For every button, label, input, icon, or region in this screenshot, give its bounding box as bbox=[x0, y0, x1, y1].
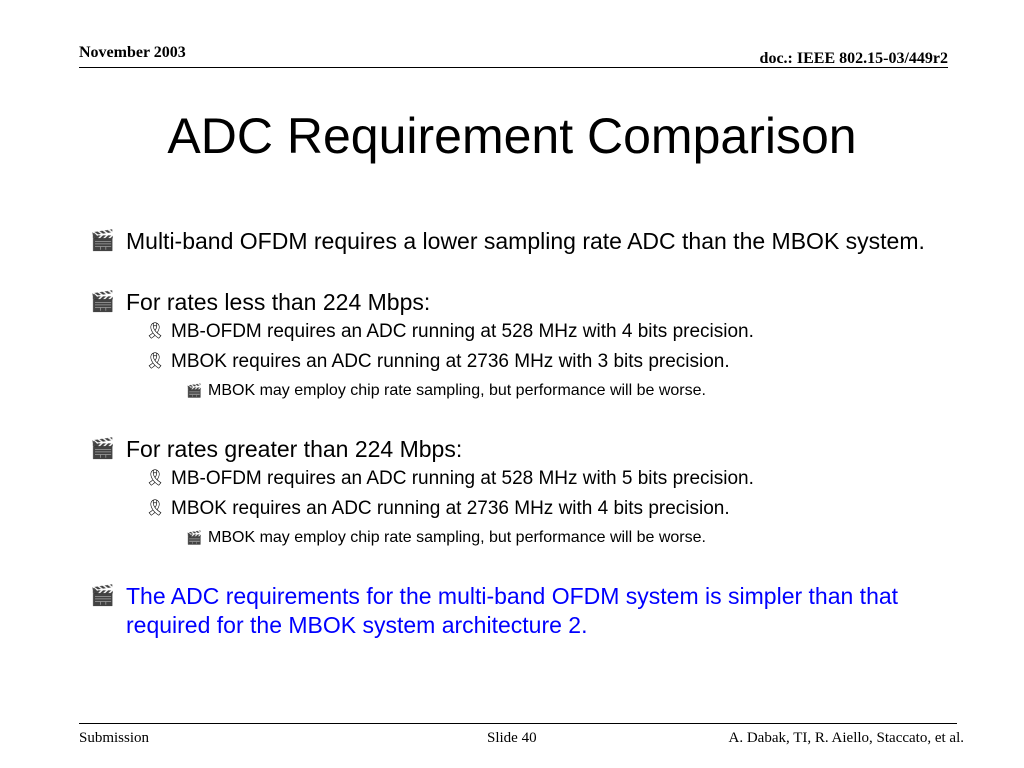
footer-divider bbox=[79, 723, 957, 724]
bullet-item: 🎬 Multi-band OFDM requires a lower sampl… bbox=[90, 227, 950, 256]
footer-slide-number: Slide 40 bbox=[487, 730, 537, 746]
subsub-bullet-text: MBOK may employ chip rate sampling, but … bbox=[208, 529, 706, 546]
bullet-text: For rates greater than 224 Mbps: bbox=[126, 436, 463, 462]
clapperboard-icon: 🎬 bbox=[90, 291, 115, 313]
header-date: November 2003 bbox=[79, 44, 186, 61]
sub-bullet-text: MBOK requires an ADC running at 2736 MHz… bbox=[171, 351, 730, 372]
sub-bullet-item: 🎗 MBOK requires an ADC running at 2736 M… bbox=[90, 347, 950, 377]
bullet-item-conclusion: 🎬 The ADC requirements for the multi-ban… bbox=[90, 582, 950, 640]
footer-submission: Submission bbox=[79, 730, 150, 746]
header-doc-id: doc.: IEEE 802.15-03/449r2 bbox=[759, 50, 948, 67]
subsub-bullet-text: MBOK may employ chip rate sampling, but … bbox=[208, 382, 706, 399]
sub-bullet-item: 🎗 MB-OFDM requires an ADC running at 528… bbox=[90, 464, 950, 494]
bullet-item: 🎬 For rates less than 224 Mbps: bbox=[90, 288, 950, 317]
bullet-item: 🎬 For rates greater than 224 Mbps: bbox=[90, 435, 950, 464]
ribbon-icon: 🎗 bbox=[145, 500, 166, 517]
clapperboard-icon: 🎬 bbox=[90, 230, 115, 252]
slide-title: ADC Requirement Comparison bbox=[167, 108, 857, 164]
ribbon-icon: 🎗 bbox=[145, 353, 166, 370]
subsub-bullet-item: 🎬 MBOK may employ chip rate sampling, bu… bbox=[90, 377, 950, 405]
subsub-bullet-item: 🎬 MBOK may employ chip rate sampling, bu… bbox=[90, 524, 950, 552]
ribbon-icon: 🎗 bbox=[145, 323, 166, 340]
clapperboard-icon: 🎬 bbox=[90, 438, 115, 460]
ribbon-icon: 🎗 bbox=[145, 470, 166, 487]
sub-bullet-text: MB-OFDM requires an ADC running at 528 M… bbox=[171, 468, 754, 489]
sub-bullet-text: MB-OFDM requires an ADC running at 528 M… bbox=[171, 321, 754, 342]
bullet-text: The ADC requirements for the multi-band … bbox=[126, 583, 899, 638]
sub-bullet-item: 🎗 MB-OFDM requires an ADC running at 528… bbox=[90, 317, 950, 347]
clapperboard-icon: 🎬 bbox=[186, 530, 203, 545]
header-divider bbox=[79, 67, 948, 68]
sub-bullet-text: MBOK requires an ADC running at 2736 MHz… bbox=[171, 498, 730, 519]
footer-authors: A. Dabak, TI, R. Aiello, Staccato, et al… bbox=[728, 730, 965, 746]
bullet-text: For rates less than 224 Mbps: bbox=[126, 289, 431, 315]
bullet-text: Multi-band OFDM requires a lower samplin… bbox=[126, 228, 925, 254]
sub-bullet-item: 🎗 MBOK requires an ADC running at 2736 M… bbox=[90, 494, 950, 524]
bullet-list: 🎬 Multi-band OFDM requires a lower sampl… bbox=[90, 227, 950, 640]
clapperboard-icon: 🎬 bbox=[186, 383, 203, 398]
clapperboard-icon: 🎬 bbox=[90, 585, 115, 607]
